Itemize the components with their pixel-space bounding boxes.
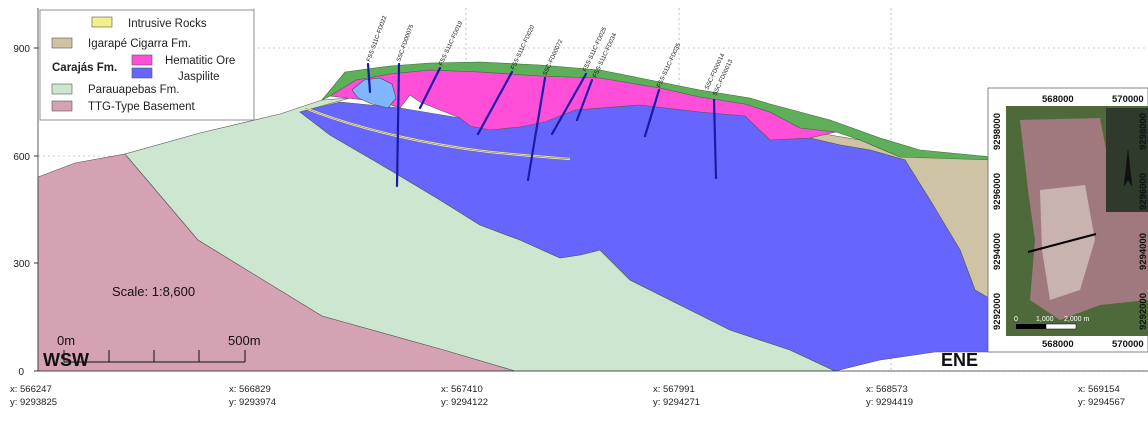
- coord-y-label: y: 9294567: [1078, 397, 1125, 408]
- coordinate-labels: x: 566247 y: 9293825 x: 566829 y: 929397…: [10, 384, 1125, 408]
- carajas-group-label: Carajás Fm.: [52, 62, 117, 74]
- drillhole-trace: [526, 76, 547, 182]
- elevation-tick-label: 600: [13, 152, 30, 163]
- scale-ratio-label: Scale: 1:8,600: [112, 284, 195, 299]
- inset-right-tick: 9296000: [1138, 173, 1148, 210]
- inset-left-tick: 9292000: [992, 293, 1003, 330]
- north-arrow-icon: [1123, 149, 1133, 187]
- legend-swatch-cigarra: [51, 37, 73, 49]
- drillhole-trace: [643, 88, 661, 138]
- wsw-direction-label: WSW: [43, 350, 89, 370]
- drillhole-label: FSS-S11C-FD035: [656, 42, 682, 89]
- legend-label: Hematitic Ore: [165, 55, 235, 67]
- drillholes: [366, 62, 718, 188]
- drillhole-trace: [476, 70, 514, 136]
- scale-bar: Scale: 1:8,600 0m 500m: [57, 284, 261, 363]
- drillhole-label: SSC-FD00075: [396, 23, 415, 62]
- elevation-tick-label: 0: [18, 367, 24, 378]
- drillhole-trace: [712, 98, 718, 180]
- inset-scale-label: 1,000: [1036, 316, 1054, 323]
- legend-label: Igarapé Cigarra Fm.: [88, 38, 191, 50]
- coord-y-label: y: 9293825: [10, 397, 57, 408]
- inset-bottom-tick: 570000: [1112, 339, 1144, 350]
- green-cover-unit: [321, 61, 993, 161]
- inset-section-line: [1027, 233, 1097, 253]
- drillhole-trace: [366, 62, 372, 94]
- legend-swatch-parauapebas: [51, 83, 73, 95]
- coord-x-label: x: 568573: [866, 384, 908, 395]
- inset-scale-bar: 0 1,000 2,000 m: [1014, 316, 1089, 330]
- inset-scale-label: 0: [1014, 316, 1018, 323]
- inset-location-map: 568000 570000 568000 570000 9298000 9296…: [987, 87, 1148, 353]
- scale-end-label: 500m: [228, 333, 261, 348]
- elevation-tick-label: 300: [13, 259, 30, 270]
- drillhole-label: FSS-S11C-FD019: [438, 20, 464, 67]
- drillhole-label: FSS-S11C-FD022: [366, 15, 388, 63]
- inset-bottom-tick: 568000: [1042, 339, 1074, 350]
- drillhole-label: FSS-S11C-FD020: [510, 24, 536, 71]
- coord-x-label: x: 566829: [229, 384, 271, 395]
- coord-y-label: y: 9294271: [653, 397, 700, 408]
- coord-y-label: y: 9294122: [441, 397, 488, 408]
- elevation-axis: 900 600 300 0: [13, 8, 1148, 378]
- coord-x-label: x: 569154: [1078, 384, 1120, 395]
- geologic-units: [37, 61, 993, 372]
- inset-left-tick: 9294000: [992, 233, 1003, 270]
- coord-x-label: x: 566247: [10, 384, 52, 395]
- coord-x-label: x: 567410: [441, 384, 483, 395]
- inset-scale-label: 2,000 m: [1064, 316, 1089, 323]
- inset-right-tick: 9294000: [1138, 233, 1148, 270]
- inset-top-tick: 568000: [1042, 94, 1074, 105]
- coord-y-label: y: 9293974: [229, 397, 276, 408]
- legend-swatch-intrusive: [91, 16, 113, 28]
- coord-x-label: x: 567991: [653, 384, 695, 395]
- ene-direction-label: ENE: [941, 350, 978, 370]
- drillhole-trace: [395, 62, 401, 188]
- inset-left-tick: 9296000: [992, 173, 1003, 210]
- legend-label: Parauapebas Fm.: [88, 84, 179, 96]
- legend-label: TTG-Type Basement: [88, 101, 196, 113]
- inset-left-tick: 9298000: [992, 113, 1003, 150]
- inset-right-tick: 9298000: [1138, 113, 1148, 150]
- inset-top-tick: 570000: [1112, 94, 1144, 105]
- coord-y-label: y: 9294419: [866, 397, 913, 408]
- legend-swatch-hematite: [131, 54, 153, 66]
- legend-label: Jaspilite: [178, 71, 220, 83]
- drillhole-trace: [575, 78, 594, 122]
- drillhole-trace: [418, 66, 442, 110]
- legend-label: Intrusive Rocks: [128, 18, 207, 30]
- scale-start-label: 0m: [57, 333, 75, 348]
- inset-right-tick: 9292000: [1138, 293, 1148, 330]
- elevation-tick-label: 900: [13, 44, 30, 55]
- legend-swatch-jaspilite: [131, 67, 153, 79]
- legend: Intrusive Rocks Igarapé Cigarra Fm. Cara…: [39, 9, 255, 121]
- drillhole-trace: [550, 72, 588, 136]
- legend-swatch-basement: [51, 100, 73, 112]
